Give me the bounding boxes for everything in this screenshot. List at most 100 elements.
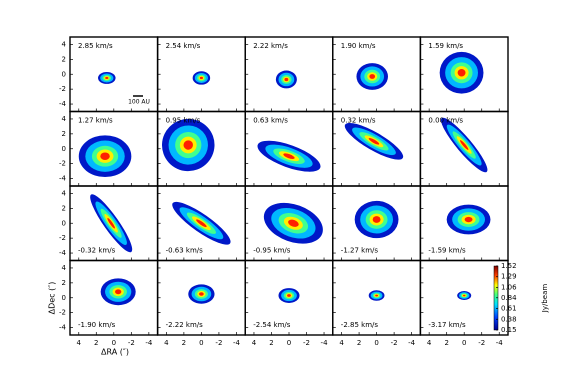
emission <box>90 194 133 253</box>
x-tick-label: 2 <box>444 339 448 347</box>
emission-contour <box>183 140 193 150</box>
emission <box>278 288 300 303</box>
emission-contour <box>105 76 109 80</box>
x-tick-label: 4 <box>427 339 432 347</box>
x-tick-label: -4 <box>408 339 416 347</box>
velocity-label: -0.32 km/s <box>78 247 116 255</box>
y-tick-label: 0 <box>62 145 66 153</box>
colorbar-tick-label: 0.38 <box>501 315 517 323</box>
velocity-label: 2.54 km/s <box>166 42 201 50</box>
x-axis-label: ΔRA (″) <box>101 348 129 357</box>
colorbar-label: Jy/beam <box>541 284 549 314</box>
velocity-label: 0.00 km/s <box>428 117 463 125</box>
emission-contour <box>283 153 295 159</box>
velocity-label: 0.32 km/s <box>341 117 376 125</box>
emission-contour <box>107 218 115 229</box>
x-tick-label: 2 <box>94 339 98 347</box>
y-tick-label: 4 <box>62 115 67 123</box>
emission-contour <box>196 219 207 228</box>
emission <box>98 72 116 84</box>
x-tick-label: -4 <box>233 339 241 347</box>
velocity-label: 1.27 km/s <box>78 117 113 125</box>
y-tick-label: -2 <box>59 85 66 93</box>
x-tick-label: -2 <box>215 339 222 347</box>
emission-contour <box>460 140 469 150</box>
x-tick-label: -2 <box>478 339 485 347</box>
emission-contour <box>464 216 473 223</box>
x-tick-label: 0 <box>462 339 466 347</box>
y-tick-label: -4 <box>59 175 67 183</box>
emission-contour <box>199 292 204 296</box>
velocity-label: -2.85 km/s <box>341 321 379 329</box>
velocity-label: -2.22 km/s <box>166 321 204 329</box>
emission-contour <box>288 219 299 227</box>
velocity-label: 0.63 km/s <box>253 117 288 125</box>
velocity-label: 2.22 km/s <box>253 42 288 50</box>
y-tick-label: 4 <box>62 189 67 197</box>
y-tick-label: -4 <box>59 324 67 332</box>
x-tick-label: -2 <box>391 339 398 347</box>
emission-contour <box>369 74 376 79</box>
x-tick-label: 4 <box>339 339 344 347</box>
emission-contour <box>457 69 466 77</box>
x-tick-label: -4 <box>496 339 504 347</box>
emission-contour <box>368 137 380 145</box>
colorbar-tick-label: 1.06 <box>501 283 517 291</box>
y-tick-label: 0 <box>62 219 66 227</box>
velocity-label: 1.59 km/s <box>428 42 463 50</box>
emission <box>354 200 399 239</box>
x-tick-label: 4 <box>164 339 169 347</box>
emission <box>275 70 297 89</box>
emission-contour <box>115 289 122 295</box>
emission-contour <box>100 152 110 160</box>
x-tick-label: 2 <box>357 339 361 347</box>
y-tick-label: 2 <box>62 130 66 138</box>
y-tick-label: -4 <box>59 249 67 257</box>
x-tick-label: 0 <box>199 339 203 347</box>
emission-contour <box>284 77 289 82</box>
x-tick-label: -2 <box>128 339 135 347</box>
x-tick-label: -4 <box>321 339 329 347</box>
y-axis-label: ΔDec (″) <box>48 282 57 315</box>
emission <box>192 71 211 85</box>
velocity-label: -0.63 km/s <box>166 247 204 255</box>
colorbar-tick-label: 0.15 <box>501 326 517 334</box>
emission <box>356 63 388 90</box>
emission <box>172 201 231 245</box>
velocity-label: 0.95 km/s <box>166 117 201 125</box>
colorbar-tick-label: 1.29 <box>501 273 517 281</box>
y-tick-label: 2 <box>62 279 66 287</box>
emission <box>457 291 472 300</box>
y-tick-label: -2 <box>59 309 66 317</box>
emission-contour <box>462 294 466 297</box>
x-tick-label: -4 <box>145 339 153 347</box>
y-tick-label: 4 <box>62 264 67 272</box>
emission <box>439 51 484 94</box>
colorbar-tick-label: 0.84 <box>501 294 517 302</box>
velocity-label: 1.90 km/s <box>341 42 376 50</box>
emission-contour <box>287 294 291 297</box>
emission <box>162 118 215 172</box>
y-tick-label: 4 <box>62 40 67 48</box>
velocity-label: -3.17 km/s <box>428 321 466 329</box>
colorbar-tick-label: 0.61 <box>501 305 517 313</box>
emission-contour <box>372 216 381 223</box>
emission <box>446 204 491 235</box>
velocity-label: -1.59 km/s <box>428 247 466 255</box>
x-tick-label: -2 <box>303 339 310 347</box>
x-tick-label: 0 <box>287 339 291 347</box>
velocity-label: -2.54 km/s <box>253 321 291 329</box>
emission <box>263 202 323 244</box>
velocity-label: -0.95 km/s <box>253 247 291 255</box>
velocity-label: -1.27 km/s <box>341 247 379 255</box>
emission <box>188 284 215 304</box>
emission <box>368 290 385 301</box>
y-tick-label: -2 <box>59 234 66 242</box>
x-tick-label: 2 <box>182 339 186 347</box>
y-tick-label: -4 <box>59 100 67 108</box>
emission-contour <box>375 294 379 297</box>
y-tick-label: -2 <box>59 160 66 168</box>
y-tick-label: 2 <box>62 55 66 63</box>
y-tick-label: 0 <box>62 294 66 302</box>
